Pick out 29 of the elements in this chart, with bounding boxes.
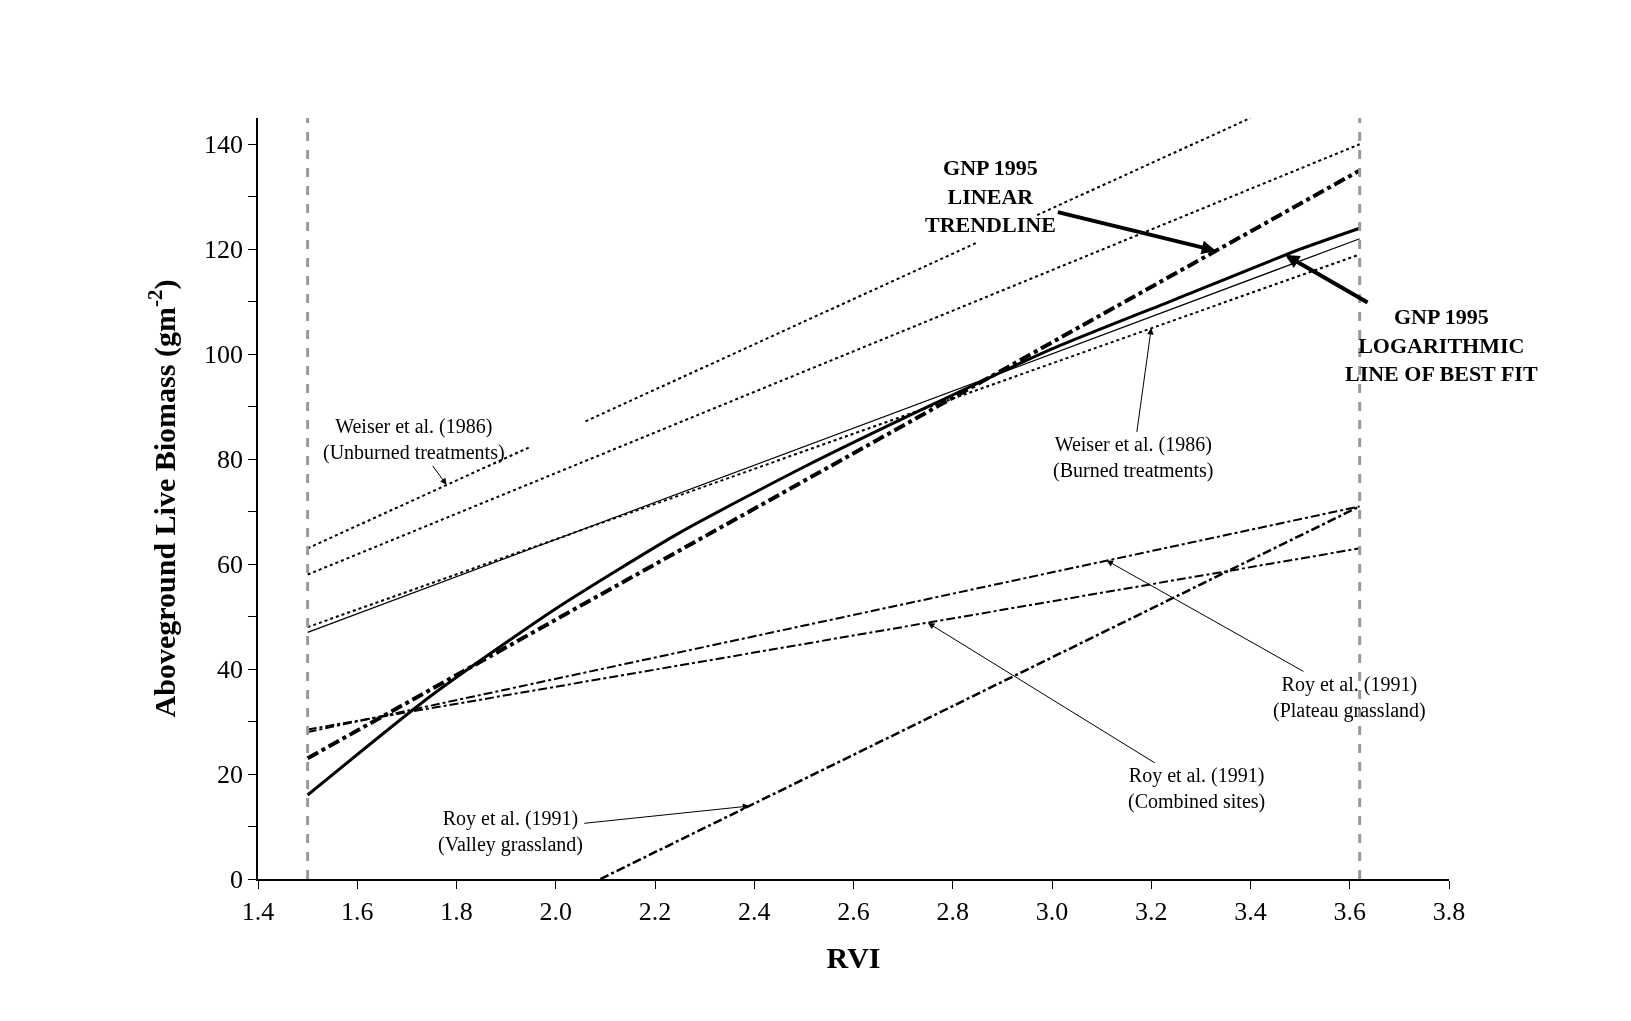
y-tick-label: 80 [217,445,244,475]
x-tick-label: 1.8 [440,896,473,926]
annotation: Roy et al. (1991) (Combined sites) [1128,764,1266,813]
y-tick-label: 120 [204,235,244,265]
annotation: GNP 1995 LINEAR TRENDLINE [925,155,1056,238]
y-tick-label: 60 [217,550,244,580]
x-tick-label: 3.8 [1432,896,1466,926]
annotation: Roy et al. (1991) (Plateau grassland) [1273,673,1426,722]
x-axis-title: RVI [826,940,881,974]
x-tick-label: 2.4 [738,896,771,926]
y-tick-label: 40 [217,655,244,685]
y-tick-label: 100 [204,340,244,370]
annotation: Roy et al. (1991) (Valley grassland) [438,807,583,856]
y-tick-label: 0 [230,865,244,895]
x-tick-label: 3.2 [1135,896,1168,926]
annotation: Weiser et al. (1986) (Burned treatments) [1053,433,1214,482]
x-tick-label: 3.0 [1035,896,1069,926]
x-tick-label: 2.8 [936,896,969,926]
annotation: Weiser et al. (1986) (Unburned treatments) [323,415,505,464]
y-tick-label: 20 [217,760,244,790]
x-tick-label: 2.2 [638,896,672,926]
y-tick-label: 140 [204,130,244,160]
x-tick-label: 2.6 [837,896,870,926]
x-tick-label: 1.4 [241,896,275,926]
x-tick-label: 2.0 [539,896,572,926]
x-tick-label: 3.4 [1234,896,1267,926]
x-tick-label: 3.6 [1333,896,1366,926]
x-tick-label: 1.6 [341,896,374,926]
annotation: GNP 1995 LOGARITHMIC LINE OF BEST FIT [1345,304,1538,387]
